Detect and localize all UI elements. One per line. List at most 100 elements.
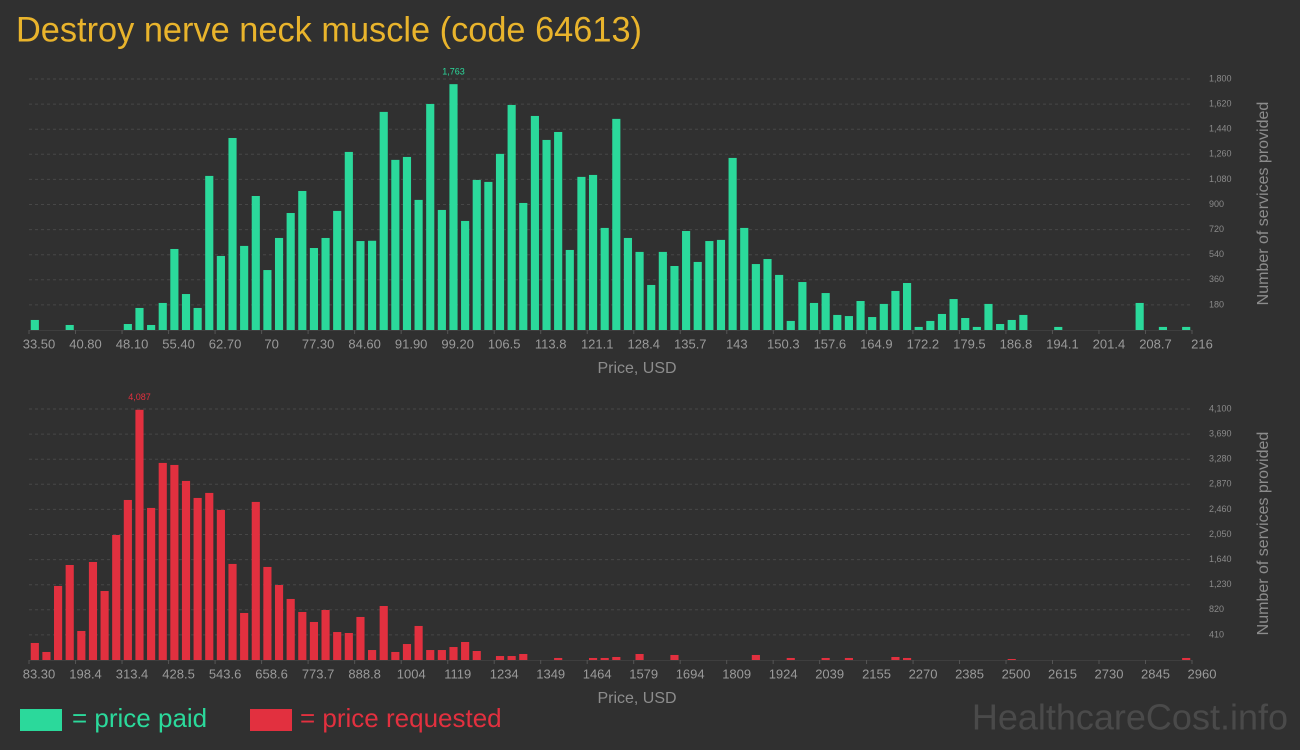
bar	[588, 657, 598, 660]
y-tick-label: 4,100	[1209, 403, 1232, 413]
bar	[472, 179, 481, 330]
bar	[193, 497, 202, 660]
y-tick-label: 3,280	[1209, 454, 1232, 464]
bar	[147, 324, 156, 330]
bar	[519, 654, 528, 660]
bar	[30, 319, 39, 330]
x-tick-label: 1119	[444, 666, 471, 681]
bar	[286, 598, 295, 660]
x-tick-label: 33.50	[23, 336, 56, 351]
bar	[937, 313, 947, 330]
x-tick-label: 77.30	[302, 336, 335, 351]
bar	[344, 633, 353, 660]
bar	[402, 644, 412, 660]
x-tick-label: 48.10	[116, 336, 149, 351]
bar	[600, 657, 609, 660]
bar	[833, 314, 842, 330]
y-tick-label: 2,870	[1209, 479, 1232, 489]
bar	[228, 137, 237, 330]
bar	[263, 566, 272, 660]
bar	[77, 630, 86, 660]
bar	[670, 654, 679, 660]
bar	[891, 657, 900, 660]
bar	[368, 240, 377, 330]
y-tick-label: 1,260	[1209, 149, 1232, 159]
bar	[844, 657, 853, 660]
x-tick-label: 2500	[1002, 666, 1031, 681]
bar	[321, 609, 330, 660]
bar	[565, 249, 574, 330]
y-tick-label: 900	[1209, 199, 1224, 209]
x-tick-label: 1809	[722, 666, 751, 681]
bar	[670, 265, 679, 330]
bar	[495, 656, 505, 660]
bar	[1182, 657, 1191, 660]
legend-label: = price paid	[72, 703, 207, 733]
bar	[426, 103, 435, 330]
x-tick-label: 128.4	[627, 336, 660, 351]
x-tick-label: 99.20	[441, 336, 474, 351]
x-tick-label: 83.30	[23, 666, 56, 681]
bar	[891, 290, 900, 330]
x-tick-label: 2615	[1048, 666, 1077, 681]
bar	[30, 642, 39, 660]
x-tick-label: 773.7	[302, 666, 335, 681]
bar	[705, 241, 714, 330]
data-label: 1,763	[442, 67, 465, 77]
bar	[135, 409, 144, 660]
bar	[274, 237, 284, 330]
bar	[181, 480, 191, 660]
bar	[495, 153, 505, 330]
bar	[507, 104, 516, 330]
bar	[461, 642, 470, 660]
x-tick-label: 121.1	[581, 336, 614, 351]
bar	[42, 651, 51, 660]
x-tick-label: 113.8	[535, 336, 567, 351]
bar	[437, 209, 446, 330]
y-tick-label: 1,640	[1209, 554, 1232, 564]
bar	[612, 657, 621, 660]
bar	[135, 307, 144, 330]
bar	[902, 657, 912, 660]
x-tick-label: 164.9	[860, 336, 893, 351]
x-tick-label: 1924	[769, 666, 798, 681]
y-tick-label: 410	[1209, 629, 1224, 639]
bar	[902, 283, 912, 330]
x-axis-title: Price, USD	[597, 360, 676, 377]
x-tick-label: 198.4	[69, 666, 102, 681]
y-tick-label: 820	[1209, 604, 1224, 614]
bar	[1007, 319, 1016, 330]
x-tick-label: 135.7	[674, 336, 707, 351]
bar	[484, 181, 493, 330]
bar	[716, 239, 726, 330]
bar	[414, 625, 423, 660]
bar	[1158, 326, 1167, 330]
bar	[54, 585, 63, 660]
bar	[588, 174, 598, 330]
x-tick-label: 2155	[862, 666, 891, 681]
bar	[379, 111, 388, 330]
x-tick-label: 70	[264, 336, 278, 351]
bar	[181, 294, 191, 330]
bar	[635, 251, 644, 330]
x-tick-label: 2845	[1141, 666, 1170, 681]
y-tick-label: 1,080	[1209, 174, 1232, 184]
y-tick-label: 360	[1209, 274, 1224, 284]
y-tick-label: 3,690	[1209, 428, 1232, 438]
bar	[228, 563, 237, 660]
y-tick-label: 1,440	[1209, 124, 1232, 134]
bar	[449, 647, 458, 660]
x-tick-label: 84.60	[348, 336, 381, 351]
bar	[193, 307, 202, 330]
bar	[309, 248, 319, 330]
bar	[391, 159, 400, 330]
x-tick-label: 2385	[955, 666, 984, 681]
bar	[333, 210, 342, 330]
x-tick-label: 106.5	[488, 336, 521, 351]
bar	[286, 213, 295, 330]
x-tick-label: 2039	[815, 666, 844, 681]
bar	[216, 255, 225, 330]
bar	[1135, 302, 1144, 330]
x-tick-label: 1464	[583, 666, 612, 681]
